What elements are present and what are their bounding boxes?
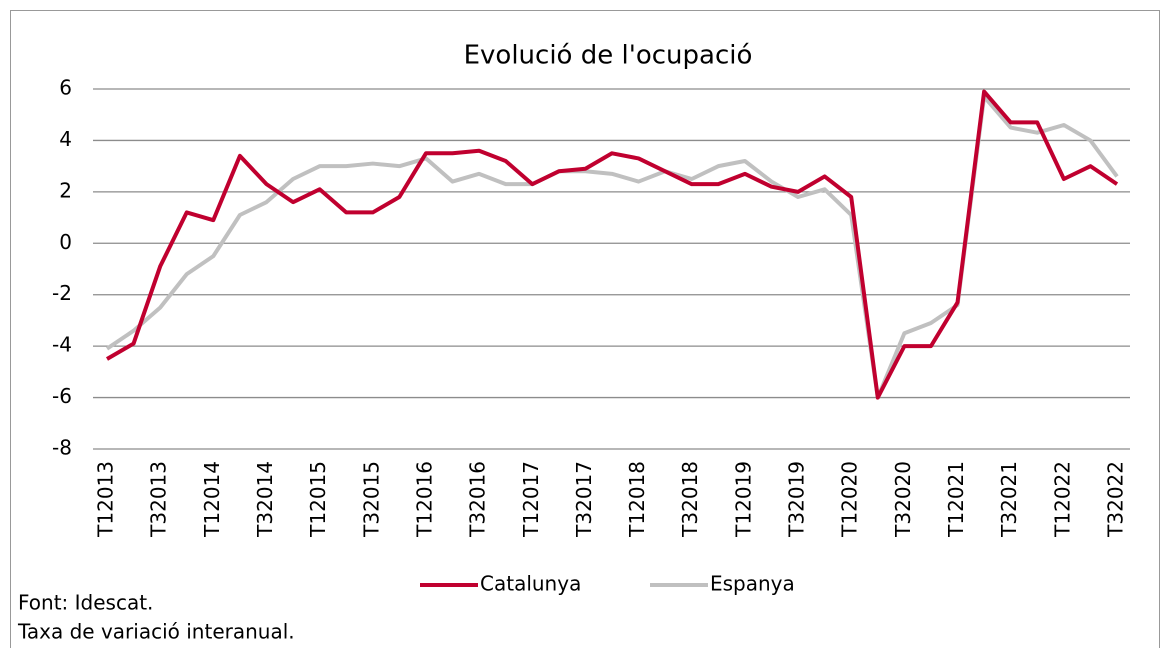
x-tick-label: T32022 — [1104, 461, 1128, 538]
x-tick-label: T12022 — [1050, 461, 1074, 538]
x-tick-label: T12021 — [944, 461, 968, 538]
legend-label: Espanya — [710, 572, 795, 596]
y-tick-label: -8 — [52, 436, 72, 460]
note: Font: Idescat. — [18, 591, 153, 615]
x-tick-label: T12017 — [519, 461, 543, 538]
x-tick-label: T32013 — [147, 461, 171, 538]
x-tick-label: T32016 — [466, 461, 490, 538]
chart-title: Evolució de l'ocupació — [464, 41, 753, 71]
y-tick-label: 6 — [59, 76, 72, 100]
x-tick-label: T32020 — [891, 461, 915, 538]
x-tick-label: T32014 — [253, 461, 277, 538]
series-line — [105, 89, 1119, 400]
x-tick-label: T32019 — [785, 461, 809, 538]
x-tick-label: T12016 — [412, 461, 436, 538]
x-tick-label: T12013 — [94, 461, 118, 538]
x-tick-label: T12020 — [838, 461, 862, 538]
x-tick-label: T32017 — [572, 461, 596, 538]
chart-frame — [10, 10, 1160, 648]
note: Taxa de variació interanual. — [17, 620, 295, 644]
x-tick-label: T32015 — [359, 461, 383, 538]
x-tick-label: T12018 — [625, 461, 649, 538]
x-tick-label: T32018 — [678, 461, 702, 538]
series-line — [105, 94, 1119, 400]
x-tick-label: T12014 — [200, 461, 224, 538]
y-tick-label: 0 — [59, 230, 72, 254]
x-tick-label: T32021 — [997, 461, 1021, 538]
y-tick-label: 4 — [59, 127, 72, 151]
y-tick-label: -2 — [52, 281, 72, 305]
y-tick-label: -4 — [52, 333, 72, 357]
x-tick-label: T12015 — [306, 461, 330, 538]
legend-label: Catalunya — [480, 572, 581, 596]
x-tick-label: T12019 — [731, 461, 755, 538]
y-tick-label: 2 — [59, 178, 72, 202]
y-tick-label: -6 — [52, 384, 72, 408]
